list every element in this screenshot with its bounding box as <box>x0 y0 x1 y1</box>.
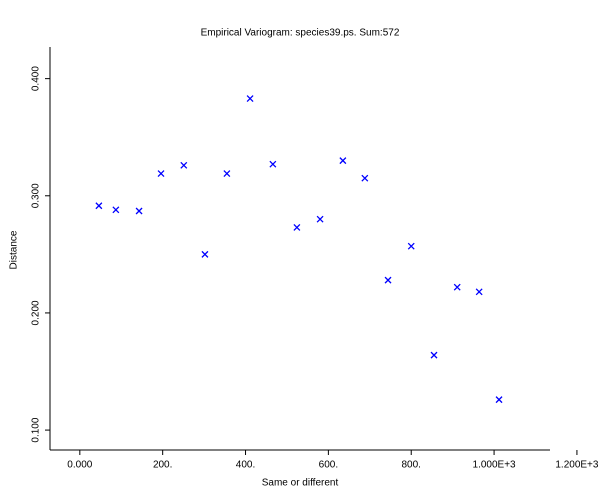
point <box>495 396 503 404</box>
x-tick-label: 600. <box>319 460 338 471</box>
point <box>269 160 277 168</box>
point <box>293 223 301 231</box>
point <box>246 95 254 103</box>
point <box>112 206 120 214</box>
x-tick-label: 800. <box>401 460 420 471</box>
y-axis-label: Distance <box>9 230 20 269</box>
point <box>223 170 231 177</box>
point <box>475 288 483 296</box>
chart-title: Empirical Variogram: species39.ps. Sum:5… <box>201 28 400 39</box>
y-tick-label: 0.400 <box>31 66 42 91</box>
x-tick-label: 200. <box>153 460 172 471</box>
point <box>384 276 392 284</box>
point <box>180 161 188 169</box>
point <box>201 250 209 258</box>
y-tick-label: 0.200 <box>31 300 42 325</box>
point <box>339 157 347 165</box>
point <box>430 351 438 359</box>
y-tick-label: 0.300 <box>31 183 42 208</box>
point <box>157 170 165 177</box>
x-tick-label: 1.000E+3 <box>473 460 517 471</box>
point <box>453 283 461 291</box>
x-tick-label: 1.200E+3 <box>555 460 599 471</box>
point <box>135 207 143 215</box>
point <box>361 174 369 182</box>
point <box>95 202 103 210</box>
point <box>316 215 324 223</box>
x-tick-label: 400. <box>236 460 255 471</box>
x-axis-label: Same or different <box>262 478 339 489</box>
x-tick-label: 0.000 <box>67 460 92 471</box>
point <box>407 242 415 250</box>
y-tick-label: 0.100 <box>31 417 42 442</box>
